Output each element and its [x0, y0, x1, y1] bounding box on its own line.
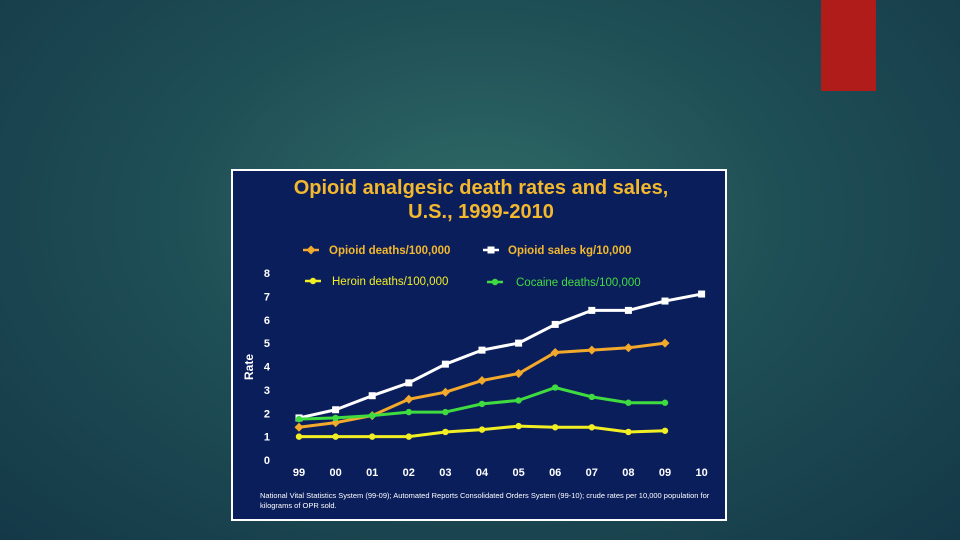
- data-point: [294, 422, 304, 432]
- data-point: [552, 424, 559, 431]
- x-tick-label: 08: [622, 467, 634, 479]
- y-tick-label: 3: [264, 385, 270, 397]
- chart-panel: Opioid analgesic death rates and sales, …: [231, 169, 727, 521]
- data-point: [623, 343, 633, 353]
- data-point: [588, 393, 595, 401]
- x-tick-label: 07: [586, 467, 598, 479]
- y-tick-label: 7: [264, 291, 270, 303]
- data-point: [332, 406, 340, 414]
- data-point: [442, 408, 449, 416]
- data-point: [661, 427, 669, 434]
- data-point: [368, 392, 376, 400]
- legend-label: Cocaine deaths/100,000: [516, 277, 641, 289]
- data-point: [331, 418, 341, 428]
- y-axis-label: Rate: [242, 354, 256, 380]
- y-tick-label: 0: [264, 455, 270, 467]
- data-point: [441, 360, 449, 368]
- data-point: [624, 306, 632, 314]
- data-point: [477, 376, 487, 386]
- data-point: [405, 379, 413, 387]
- data-point: [661, 297, 669, 305]
- series-heroin-deaths-100-000: [295, 422, 669, 440]
- chart-title: Opioid analgesic death rates and sales, …: [233, 176, 729, 224]
- data-point: [369, 412, 376, 419]
- x-tick-label: 04: [476, 467, 489, 479]
- legend-item: Cocaine deaths/100,000: [487, 277, 641, 289]
- data-point: [369, 433, 376, 440]
- y-tick-label: 1: [264, 432, 270, 444]
- data-point: [587, 345, 597, 355]
- x-tick-label: 09: [659, 467, 671, 479]
- x-tick-label: 03: [439, 467, 451, 479]
- accent-tab: [821, 0, 876, 91]
- legend-marker: [487, 246, 495, 254]
- data-point: [515, 339, 523, 347]
- y-tick-label: 2: [264, 408, 270, 420]
- source-note: National Vital Statistics System (99-09)…: [260, 491, 710, 510]
- y-tick-label: 6: [264, 315, 270, 327]
- data-point: [405, 433, 412, 440]
- data-point: [588, 306, 596, 314]
- legend-item: Heroin deaths/100,000: [305, 276, 448, 288]
- data-point: [442, 428, 449, 436]
- y-tick-label: 5: [264, 338, 270, 350]
- data-point: [514, 369, 524, 379]
- data-point: [478, 426, 486, 433]
- legend: Opioid deaths/100,000 Opioid sales kg/10,…: [303, 245, 641, 289]
- legend-label: Opioid sales kg/10,000: [508, 245, 631, 257]
- legend-marker: [491, 278, 499, 286]
- x-tick-label: 99: [293, 467, 305, 479]
- legend-item: Opioid sales kg/10,000: [483, 245, 631, 257]
- data-point: [478, 400, 486, 408]
- data-point: [440, 387, 450, 397]
- data-point: [295, 415, 303, 423]
- series-line: [298, 341, 666, 429]
- x-tick-label: 01: [366, 467, 378, 479]
- legend-label: Opioid deaths/100,000: [329, 245, 450, 257]
- y-tick-label: 4: [264, 362, 271, 374]
- data-point: [404, 394, 414, 404]
- data-point: [660, 338, 670, 348]
- data-point: [625, 399, 632, 406]
- x-tick-label: 02: [403, 467, 415, 479]
- data-point: [332, 414, 339, 422]
- x-tick-label: 06: [549, 467, 561, 479]
- legend-label: Heroin deaths/100,000: [332, 276, 448, 288]
- data-point: [661, 399, 669, 406]
- legend-marker: [306, 245, 316, 255]
- legend-item: Opioid deaths/100,000: [303, 245, 450, 257]
- data-point: [478, 346, 486, 354]
- data-point: [551, 320, 559, 328]
- x-tick-label: 05: [512, 467, 524, 479]
- data-point: [550, 347, 560, 357]
- legend-marker: [309, 277, 317, 285]
- y-tick-label: 8: [264, 268, 270, 280]
- data-point: [515, 397, 522, 404]
- line-chart: Opioid deaths/100,000 Opioid sales kg/10,…: [242, 245, 708, 479]
- data-point: [295, 433, 303, 440]
- series-opioid-sales-kg-10-000: [295, 290, 706, 422]
- data-point: [405, 408, 412, 416]
- data-point: [552, 384, 559, 391]
- data-point: [698, 290, 706, 298]
- data-point: [515, 422, 522, 430]
- data-point: [588, 424, 595, 431]
- series-lines: [294, 290, 706, 440]
- data-point: [332, 433, 339, 440]
- data-point: [625, 428, 632, 436]
- x-tick-label: 00: [329, 467, 341, 479]
- chart-title-line-2: U.S., 1999-2010: [408, 201, 554, 223]
- series-line: [298, 292, 702, 420]
- chart-title-line-1: Opioid analgesic death rates and sales,: [293, 177, 669, 199]
- x-tick-label: 10: [695, 467, 707, 479]
- series-cocaine-deaths-100-000: [295, 384, 669, 423]
